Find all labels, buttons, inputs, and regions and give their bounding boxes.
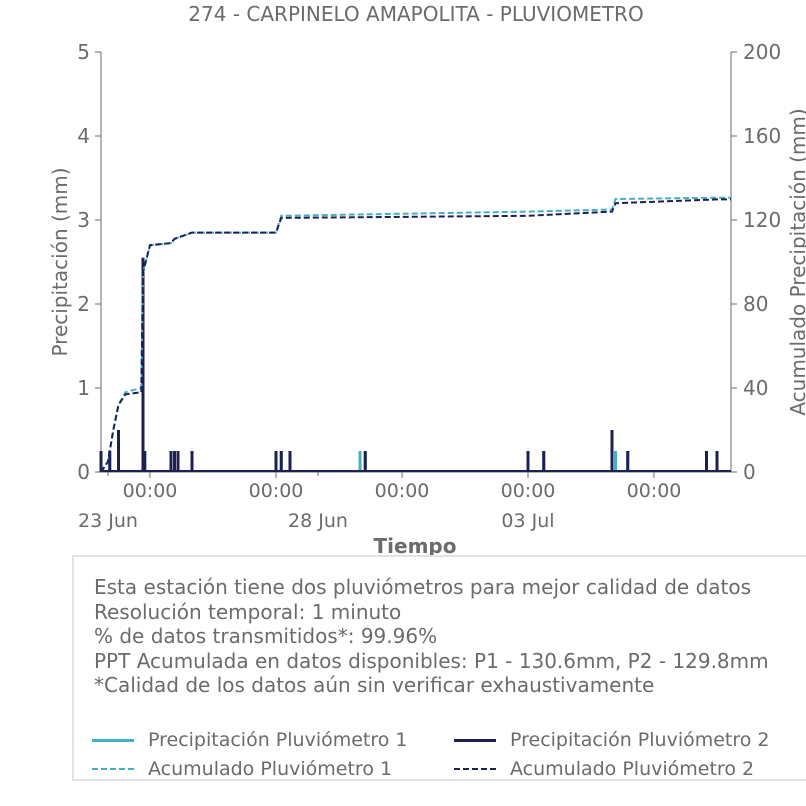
info-line: PPT Acumulada en datos disponibles: P1 -…: [94, 648, 769, 673]
x-tick-label: 00:00: [627, 480, 682, 502]
x-tick-label: 00:00: [501, 480, 556, 502]
y-tick-label: 0: [77, 460, 90, 484]
legend-label-p2-precip: Precipitación Pluviómetro 2: [510, 729, 770, 751]
info-line: *Calidad de los datos aún sin verificar …: [94, 673, 655, 697]
plot-area: 0 1 2 3 4 5 0 40 80 120 160 200 00:00 00:00 00:00 00:00…: [77, 40, 781, 532]
x-date-label: 03 Jul: [501, 510, 554, 532]
legend-swatch-p1-acum: [92, 768, 134, 770]
x-date-label: 28 Jun: [288, 510, 348, 532]
legend-swatch-p2-precip: [454, 738, 496, 742]
legend-item-p1-acum: Acumulado Pluviómetro 1: [92, 758, 392, 780]
legend-item-p2-acum: Acumulado Pluviómetro 2: [454, 758, 754, 780]
y-tick-label: 2: [77, 292, 90, 316]
y-tick-label: 5: [77, 40, 90, 64]
y-tick-label: 3: [77, 208, 90, 232]
y2-tick-label: 200: [743, 40, 781, 64]
info-lines: Esta estación tiene dos pluviómetros par…: [94, 575, 769, 698]
info-line: % de datos transmitidos*: 99.96%: [94, 624, 438, 648]
legend-item-p2-precip: Precipitación Pluviómetro 2: [454, 729, 770, 751]
chart-title: 274 - CARPINELO AMAPOLITA - PLUVIOMETRO: [188, 2, 643, 26]
y2-axis-label: Acumulado Precipitación (mm): [786, 108, 806, 415]
rainfall-chart: 274 - CARPINELO AMAPOLITA - PLUVIOMETRO …: [48, 2, 806, 558]
x-tick-label: 00:00: [249, 480, 304, 502]
x-date-label: 23 Jun: [78, 510, 138, 532]
cumulative-line: [100, 198, 731, 473]
y2-tick-label: 120: [743, 208, 781, 232]
info-box: Esta estación tiene dos pluviómetros par…: [72, 555, 806, 781]
legend-label-p1-precip: Precipitación Pluviómetro 1: [148, 729, 408, 751]
y2-tick-label: 160: [743, 124, 781, 148]
legend-label-p2-acum: Acumulado Pluviómetro 2: [510, 758, 755, 780]
x-tick-label: 00:00: [123, 480, 178, 502]
y-axis-label: Precipitación (mm): [48, 167, 72, 356]
x-tick-label: 00:00: [375, 480, 430, 502]
y2-tick-label: 0: [743, 460, 756, 484]
y2-tick-label: 40: [743, 376, 768, 400]
y-tick-label: 4: [77, 124, 90, 148]
legend-swatch-p2-acum: [454, 768, 496, 770]
legend-item-p1-precip: Precipitación Pluviómetro 1: [92, 729, 408, 751]
cumulative-line: [100, 196, 731, 473]
legend-label-p1-acum: Acumulado Pluviómetro 1: [148, 758, 393, 780]
y2-tick-label: 80: [743, 292, 768, 316]
info-line: Resolución temporal: 1 minuto: [94, 599, 402, 624]
y-tick-label: 1: [77, 376, 90, 400]
legend-swatch-p1-precip: [92, 738, 134, 742]
info-line: Esta estación tiene dos pluviómetros par…: [94, 575, 752, 599]
x-axis-label: Tiempo: [374, 534, 457, 558]
